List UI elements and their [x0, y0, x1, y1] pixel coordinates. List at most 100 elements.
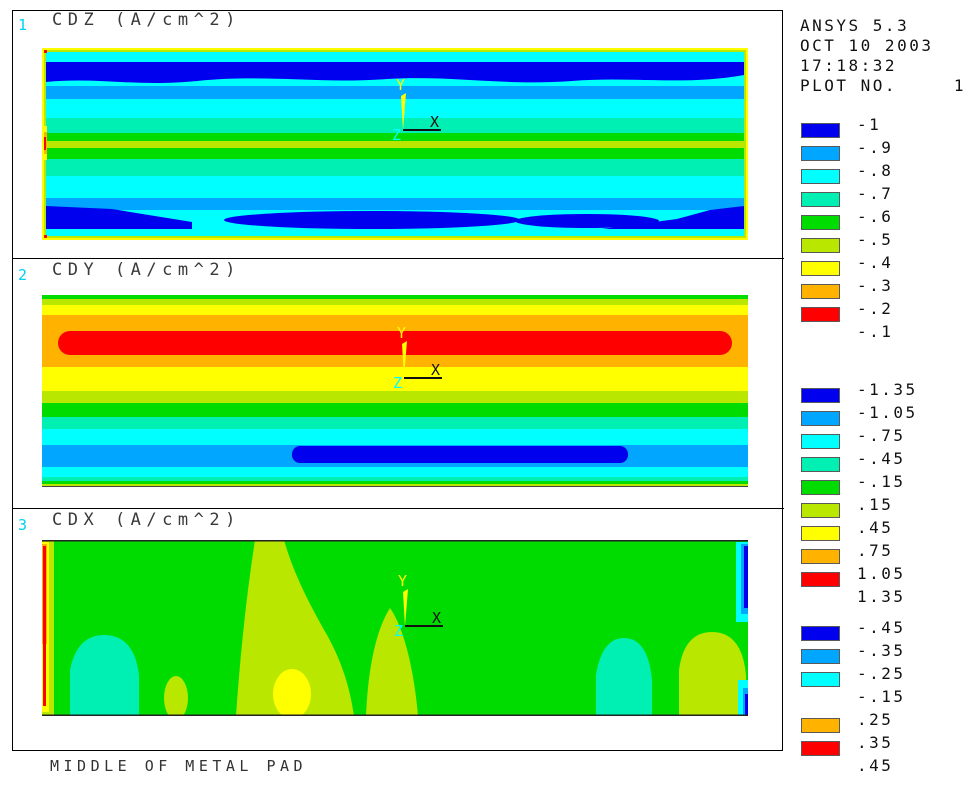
window-number-3: 3 — [18, 516, 28, 534]
triad-y-label: Y — [397, 324, 406, 342]
legend-cdz: -1 -.9 -.8 -.7 -.6 -.5 -.4 -.3 -.2 -.1 — [800, 116, 978, 368]
cdz-blue-min-band-top — [46, 62, 744, 83]
cdx-greenyellow-streak-center — [236, 540, 354, 716]
legend-swatch — [801, 480, 840, 495]
plot-number-value: 1 — [953, 76, 966, 95]
legend-swatch — [801, 169, 840, 184]
info-panel: ANSYS 5.3 OCT 10 2003 17:18:32 PLOT NO. … — [800, 16, 966, 96]
legend-swatch — [801, 649, 840, 664]
cdx-contour-plot: Y X Z — [42, 540, 748, 716]
window-number-1: 1 — [18, 16, 28, 34]
triad-y-label: Y — [398, 572, 407, 590]
triad-y-arrow — [402, 341, 407, 378]
legend-label: -.45 — [857, 618, 906, 637]
legend-label: 1.35 — [857, 587, 906, 606]
legend-label: -.45 — [857, 449, 906, 468]
cdz-blue-min-blob-right — [602, 206, 744, 229]
legend-label: -.8 — [857, 161, 894, 180]
window-divider-2 — [12, 508, 784, 509]
cdy-contour-plot: Y X Z — [42, 295, 748, 487]
legend-label: -.2 — [857, 299, 894, 318]
legend-swatch — [801, 457, 840, 472]
plot-title-cdx: CDX (A/cm^2) — [52, 510, 241, 530]
cdz-red-max-edge-spot — [44, 137, 46, 150]
legend-swatch — [801, 284, 840, 299]
triad-y-label: Y — [396, 76, 405, 94]
plot-title-cdz: CDZ (A/cm^2) — [52, 10, 241, 30]
triad-z-label: Z — [392, 126, 401, 144]
legend-swatch — [801, 261, 840, 276]
legend-label: .45 — [857, 518, 894, 537]
cdz-blue-min-blob-left — [46, 206, 192, 229]
plot-caption: MIDDLE OF METAL PAD — [50, 757, 308, 775]
legend-swatch — [801, 215, 840, 230]
product-version: ANSYS 5.3 — [800, 16, 910, 35]
cdy-red-max-region — [58, 331, 732, 355]
legend-swatch — [801, 192, 840, 207]
cdz-triad: Y X Z — [392, 76, 441, 144]
plot-number-row: PLOT NO. 1 — [800, 76, 966, 96]
legend-swatch — [801, 146, 840, 161]
legend-label: -.35 — [857, 641, 906, 660]
cdz-contour-plot: Y X Z — [42, 48, 748, 240]
cdz-blue-min-blob-center — [224, 211, 520, 229]
legend-label: 1.05 — [857, 564, 906, 583]
legend-label: -1.35 — [857, 380, 918, 399]
triad-y-arrow — [401, 93, 406, 130]
cdx-triad: Y X Z — [394, 572, 443, 640]
cdx-turquoise-pocket-right — [596, 638, 652, 716]
legend-label: -.75 — [857, 426, 906, 445]
legend-swatch — [801, 307, 840, 322]
legend-label: -.4 — [857, 253, 894, 272]
cdy-contour-bands — [42, 295, 748, 487]
legend-label: -1.05 — [857, 403, 918, 422]
plot-number-label: PLOT NO. — [800, 76, 898, 95]
plot-title-cdy: CDY (A/cm^2) — [52, 260, 241, 280]
legend-label: -.3 — [857, 276, 894, 295]
legend-label: -.15 — [857, 472, 906, 491]
legend-label: .45 — [857, 756, 894, 775]
legend-swatch — [801, 526, 840, 541]
legend-swatch — [801, 741, 840, 756]
triad-x-label: X — [432, 609, 441, 627]
legend-cdx: -.45 -.35 -.25 -.15 .25 .35 .45 — [800, 619, 978, 789]
legend-swatch — [801, 672, 840, 687]
legend-swatch — [801, 549, 840, 564]
window-number-2: 2 — [18, 266, 28, 284]
legend-swatch — [801, 572, 840, 587]
cdx-yellow-core — [273, 669, 311, 716]
legend-label: -1 — [857, 115, 882, 134]
legend-label: .75 — [857, 541, 894, 560]
legend-swatch — [801, 238, 840, 253]
cdx-contour-regions — [42, 540, 748, 716]
cdz-midplane-stripe — [46, 141, 744, 148]
cdx-blue-min-edge-right — [744, 546, 748, 608]
plot-date: OCT 10 2003 — [800, 36, 934, 55]
legend-label: .35 — [857, 733, 894, 752]
legend-swatch — [801, 718, 840, 733]
legend-label: -.15 — [857, 687, 906, 706]
legend-swatch — [801, 123, 840, 138]
plot-time: 17:18:32 — [800, 56, 898, 75]
cdx-turquoise-pocket-left — [70, 635, 139, 716]
legend-label: .25 — [857, 710, 894, 729]
cdy-blue-min-region — [292, 446, 628, 463]
legend-label: .15 — [857, 495, 894, 514]
legend-label: -.7 — [857, 184, 894, 203]
legend-swatch — [801, 626, 840, 641]
cdy-triad: Y X Z — [393, 324, 442, 392]
legend-swatch — [801, 388, 840, 403]
legend-label: -.25 — [857, 664, 906, 683]
legend-cdy: -1.35 -1.05 -.75 -.45 -.15 .15 .45 .75 1… — [800, 381, 978, 633]
legend-label: -.9 — [857, 138, 894, 157]
cdx-red-max-edge-left — [43, 546, 46, 706]
legend-swatch — [801, 411, 840, 426]
triad-x-label: X — [431, 361, 440, 379]
legend-label: -.5 — [857, 230, 894, 249]
triad-z-label: Z — [394, 622, 403, 640]
legend-swatch — [801, 434, 840, 449]
window-divider-1 — [12, 258, 784, 259]
triad-y-arrow — [403, 589, 408, 626]
legend-swatch — [801, 503, 840, 518]
